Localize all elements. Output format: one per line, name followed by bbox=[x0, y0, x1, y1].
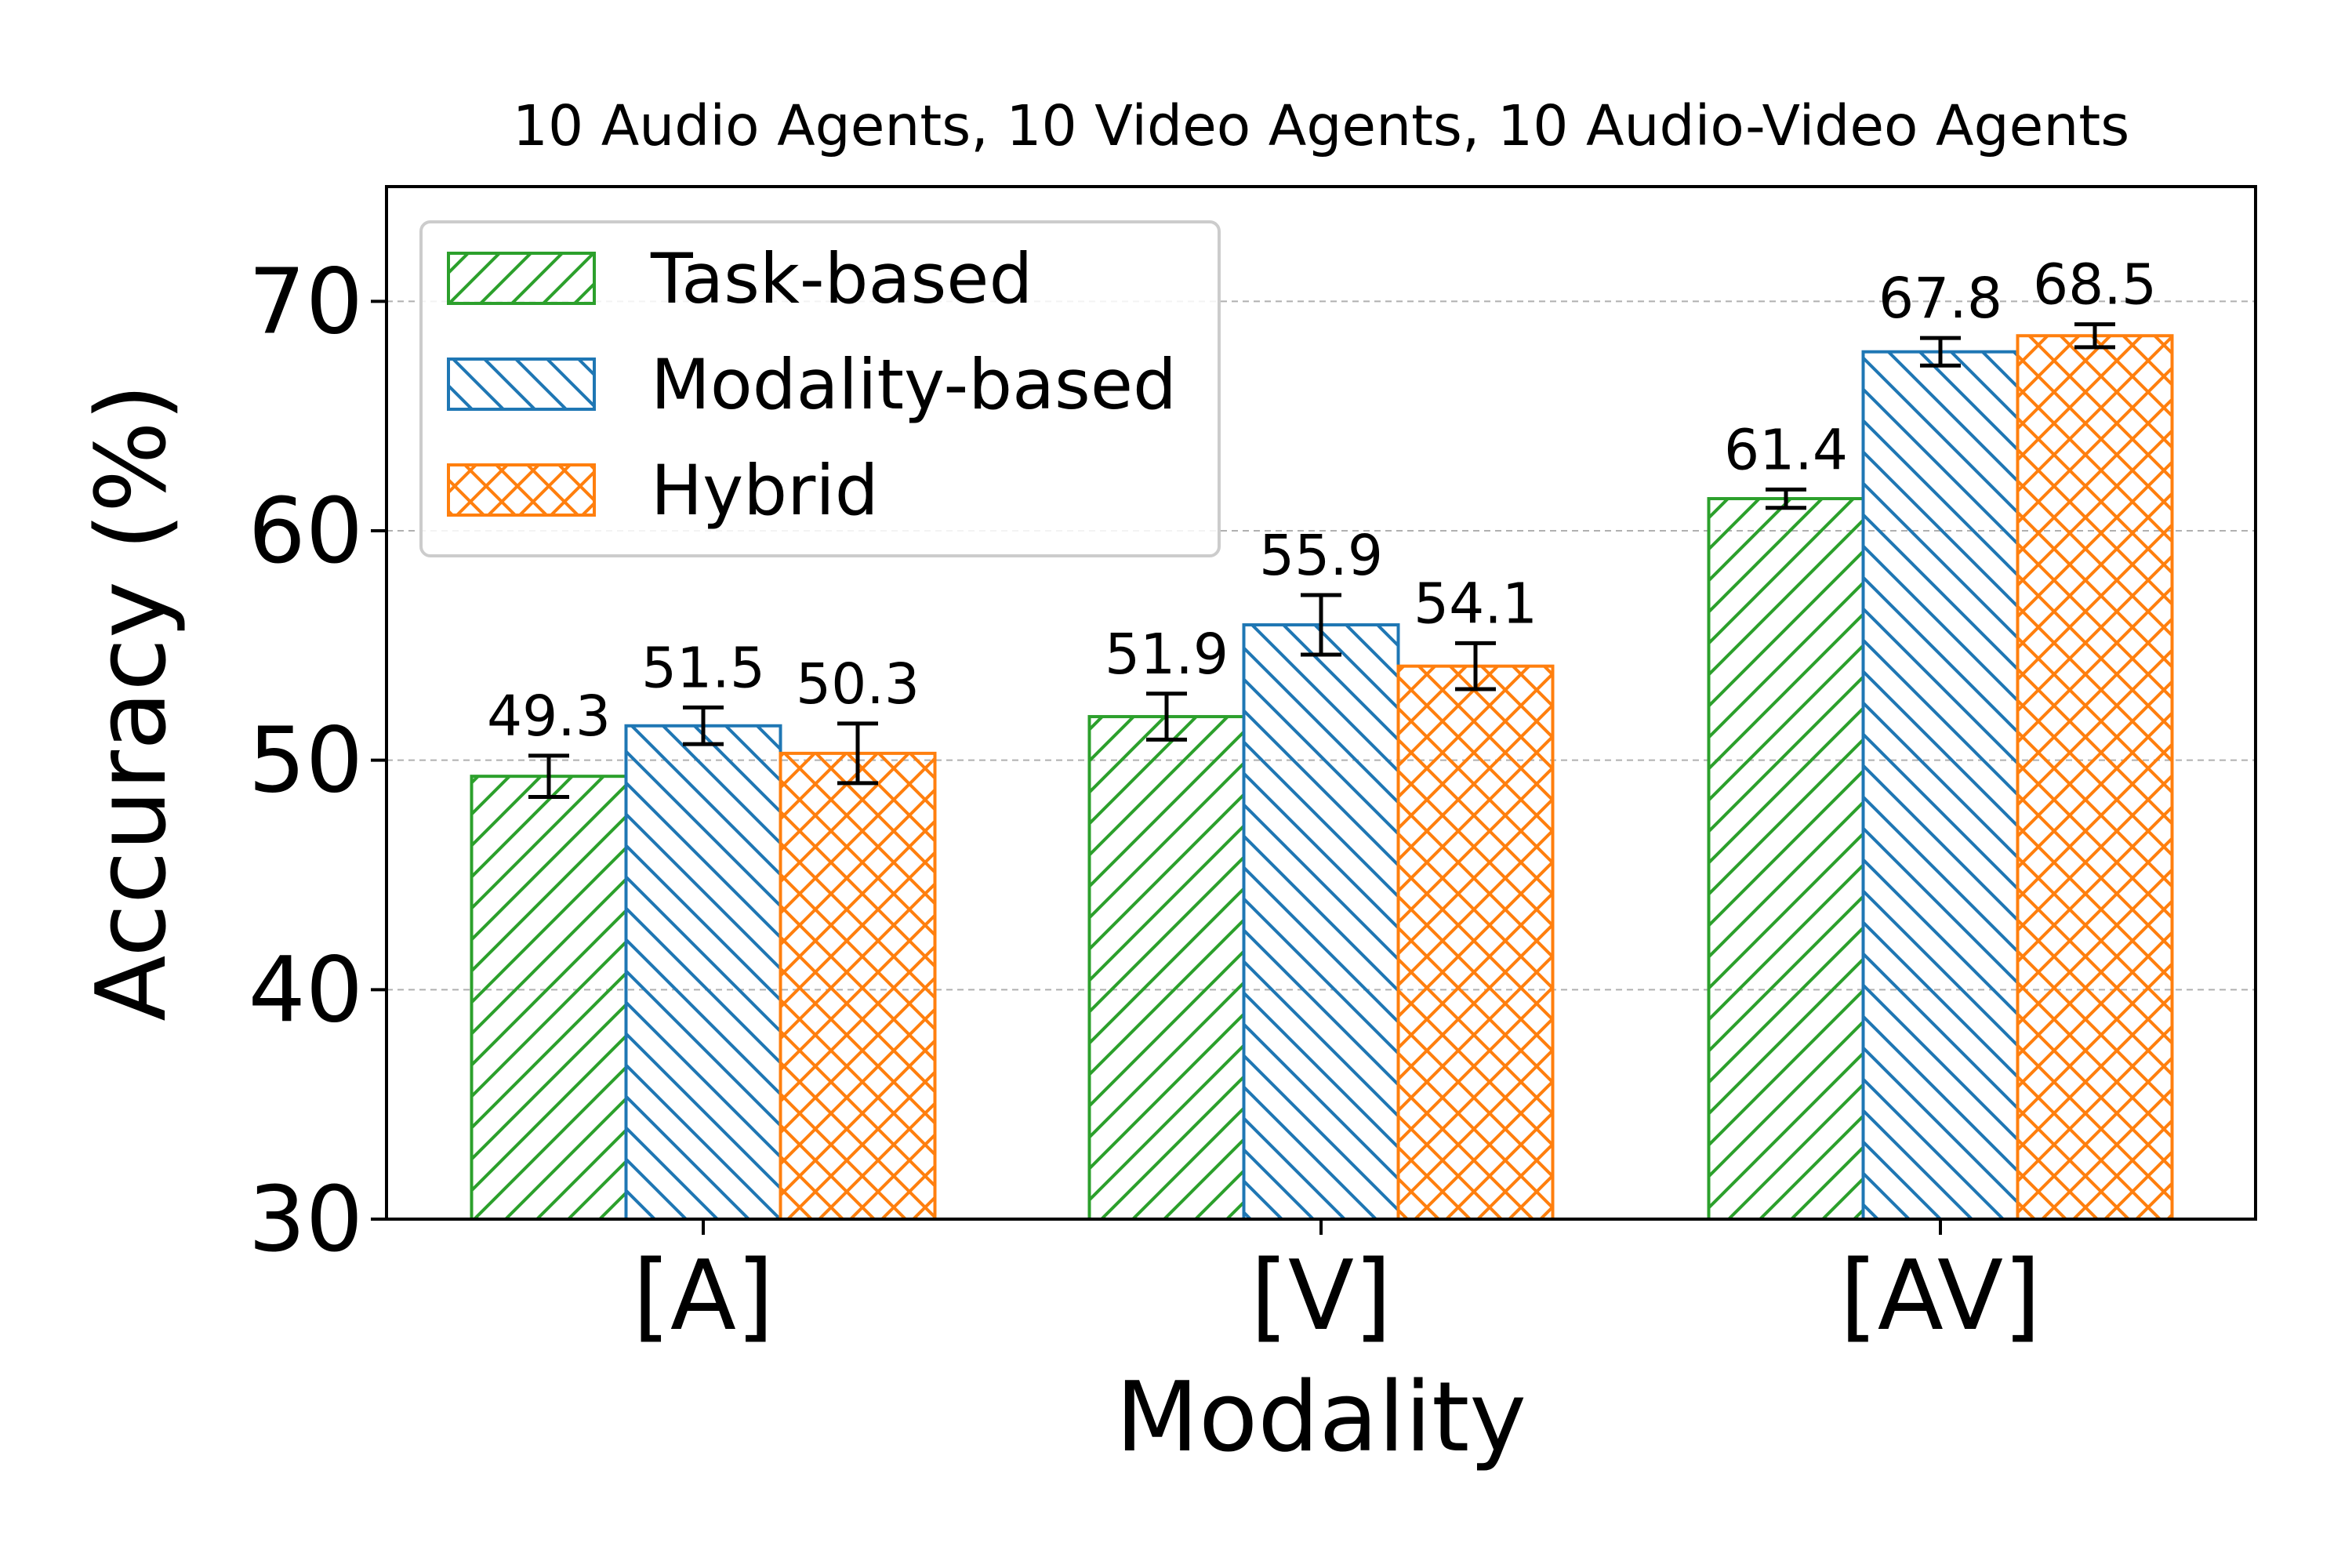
legend-swatch bbox=[447, 358, 596, 411]
legend-label: Hybrid bbox=[651, 450, 879, 531]
error-bar bbox=[1146, 691, 1187, 742]
legend-label: Task-based bbox=[650, 238, 1033, 319]
x-axis: [A] [V] [AV] bbox=[633, 1219, 2041, 1352]
bar bbox=[624, 724, 782, 1221]
bar bbox=[779, 751, 937, 1221]
bar bbox=[470, 775, 628, 1221]
y-axis-label: Accuracy (%) bbox=[76, 383, 188, 1022]
bar bbox=[1242, 622, 1400, 1221]
bar bbox=[1861, 350, 2020, 1221]
legend-label: Modality-based bbox=[651, 344, 1177, 425]
error-bars bbox=[528, 322, 2115, 799]
legend: Task-based Modality-based Hybrid bbox=[419, 220, 1221, 557]
y-tick-label: 50 bbox=[249, 709, 363, 814]
data-label: 49.3 bbox=[487, 684, 611, 749]
legend-frame bbox=[419, 220, 1221, 557]
legend-swatch bbox=[447, 463, 596, 517]
x-axis-label: Modality bbox=[1116, 1362, 1526, 1474]
y-tick-label: 70 bbox=[249, 249, 363, 354]
y-tick-label: 30 bbox=[249, 1167, 363, 1272]
bar bbox=[1707, 497, 1865, 1221]
x-tick-label: [V] bbox=[1250, 1240, 1392, 1352]
error-bar bbox=[837, 721, 878, 786]
error-bar bbox=[683, 705, 724, 746]
data-label: 68.5 bbox=[2033, 252, 2157, 318]
error-bar bbox=[1766, 487, 1806, 510]
error-bar bbox=[1455, 641, 1496, 691]
data-label: 55.9 bbox=[1259, 523, 1383, 588]
data-label: 54.1 bbox=[1414, 571, 1537, 636]
error-bar bbox=[528, 753, 569, 799]
bars bbox=[470, 334, 2174, 1221]
value-labels: 49.3 51.5 50.3 51.9 55.9 54.1 61.4 67.8 68.5 bbox=[487, 252, 2157, 749]
data-label: 67.8 bbox=[1878, 266, 2002, 331]
chart-title: 10 Audio Agents, 10 Video Agents, 10 Aud… bbox=[513, 93, 2129, 158]
y-axis: 30 40 50 60 70 bbox=[249, 249, 387, 1272]
y-tick-label: 60 bbox=[249, 479, 363, 584]
data-label: 51.9 bbox=[1105, 622, 1229, 687]
error-bar bbox=[1920, 336, 1961, 368]
error-bar bbox=[1301, 593, 1341, 657]
data-label: 61.4 bbox=[1724, 417, 1848, 482]
legend-swatch bbox=[447, 252, 596, 305]
bar bbox=[2016, 334, 2174, 1221]
bar bbox=[1396, 664, 1555, 1221]
bar bbox=[1087, 715, 1246, 1221]
x-tick-label: [A] bbox=[633, 1240, 774, 1352]
data-label: 50.3 bbox=[796, 652, 920, 717]
error-bar bbox=[2074, 322, 2115, 350]
x-tick-label: [AV] bbox=[1840, 1240, 2041, 1352]
data-label: 51.5 bbox=[641, 635, 765, 700]
y-tick-label: 40 bbox=[249, 938, 363, 1043]
